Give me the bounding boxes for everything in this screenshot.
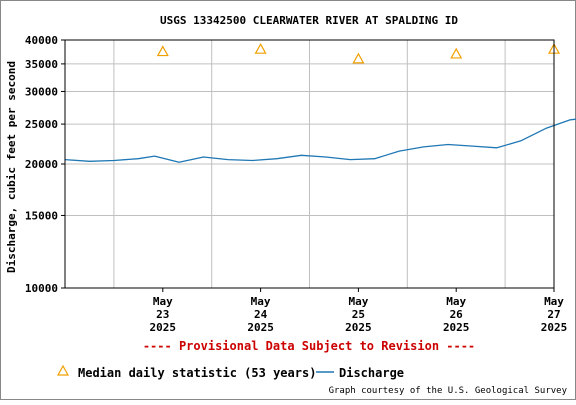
median-point [156, 45, 169, 57]
x-tick-label: 27 [547, 308, 560, 321]
y-axis-ticks: 10000 15000 20000 25000 30000 35000 40000 [25, 34, 65, 295]
discharge-line [64, 118, 576, 163]
x-tick-label: 23 [156, 308, 169, 321]
x-tick-label: 2025 [345, 321, 372, 334]
x-tick-label: May [251, 295, 271, 308]
usgs-credit: Graph courtesy of the U.S. Geological Su… [329, 386, 568, 396]
x-tick-label: 2025 [150, 321, 177, 334]
x-tick-label: 2025 [541, 321, 568, 334]
x-tick-label: May [348, 295, 368, 308]
median-legend-symbol [56, 364, 70, 376]
x-tick-label: May [544, 295, 564, 308]
x-axis-ticks: May232025May242025May252025May262025May2… [150, 288, 568, 334]
median-legend-label: Median daily statistic (53 years) [78, 366, 316, 380]
y-tick-label: 20000 [25, 158, 58, 171]
median-markers [156, 42, 561, 64]
x-tick-label: 2025 [443, 321, 470, 334]
median-point [450, 47, 463, 59]
y-tick-label: 40000 [25, 34, 58, 47]
chart-title: USGS 13342500 CLEARWATER RIVER AT SPALDI… [160, 14, 458, 27]
provisional-notice: ---- Provisional Data Subject to Revisio… [143, 339, 475, 353]
x-tick-label: May [446, 295, 466, 308]
y-tick-label: 15000 [25, 209, 58, 222]
y-tick-label: 10000 [25, 282, 58, 295]
x-tick-label: 26 [450, 308, 464, 321]
grid [65, 40, 554, 288]
discharge-legend-label: Discharge [339, 366, 404, 380]
y-tick-label: 25000 [25, 118, 58, 131]
y-tick-label: 30000 [25, 85, 58, 98]
y-tick-label: 35000 [25, 58, 58, 71]
series-layer [64, 118, 576, 163]
y-axis-label: Discharge, cubic feet per second [5, 61, 18, 273]
x-tick-label: 25 [352, 308, 365, 321]
x-tick-label: May [153, 295, 173, 308]
legend: Median daily statistic (53 years) Discha… [56, 364, 404, 380]
median-point [352, 52, 365, 64]
x-tick-label: 2025 [247, 321, 274, 334]
plot-area-border [64, 39, 555, 289]
median-point [254, 42, 267, 54]
x-tick-label: 24 [254, 308, 268, 321]
